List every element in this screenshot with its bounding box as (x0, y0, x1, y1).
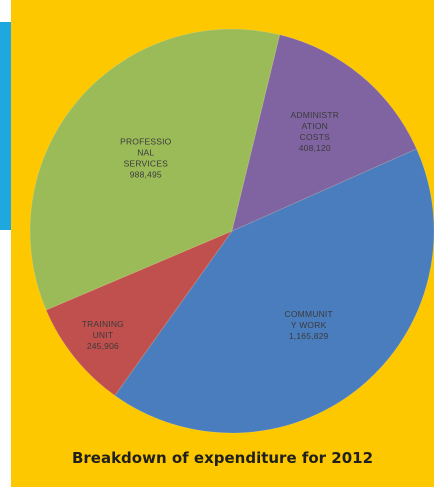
slice-value-label: 1,165,829 (289, 331, 329, 341)
slice-name-label: NAL (137, 147, 154, 157)
pie-labels: COMMUNIT Y WORK 1,165,829 TRAINING UNIT 245,9… (82, 110, 339, 351)
slice-value-label: 245,906 (87, 341, 119, 351)
pie-slice-training-unit (45, 230, 234, 397)
slice-name-label: COSTS (300, 132, 330, 142)
slice-value-label: 408,120 (299, 143, 331, 153)
slice-name-label: ATION (302, 121, 328, 131)
slice-value-label: 988,495 (130, 169, 162, 179)
slice-name-label: PROFESSIO (120, 136, 172, 146)
slice-label-community-work: COMMUNIT Y WORK 1,165,829 (285, 309, 333, 341)
slice-label-administration-costs: ADMINISTR ATION COSTS 408,120 (291, 110, 340, 153)
slice-name-label: ADMINISTR (291, 110, 340, 120)
slice-name-label: UNIT (93, 330, 114, 340)
pie-slices (29, 28, 434, 434)
slice-name-label: COMMUNIT (285, 309, 333, 319)
slice-name-label: SERVICES (124, 158, 169, 168)
slice-name-label: TRAINING (82, 319, 124, 329)
slice-label-professional-services: PROFESSIO NAL SERVICES 988,495 (120, 136, 172, 179)
slice-name-label: Y WORK (291, 320, 327, 330)
chart-caption: Breakdown of expenditure for 2012 (71, 449, 374, 467)
side-accent-bar (0, 22, 11, 230)
pie-slice-administration-costs (231, 34, 418, 232)
pie-slice-professional-services (29, 28, 281, 311)
slice-label-training-unit: TRAINING UNIT 245,906 (82, 319, 124, 351)
